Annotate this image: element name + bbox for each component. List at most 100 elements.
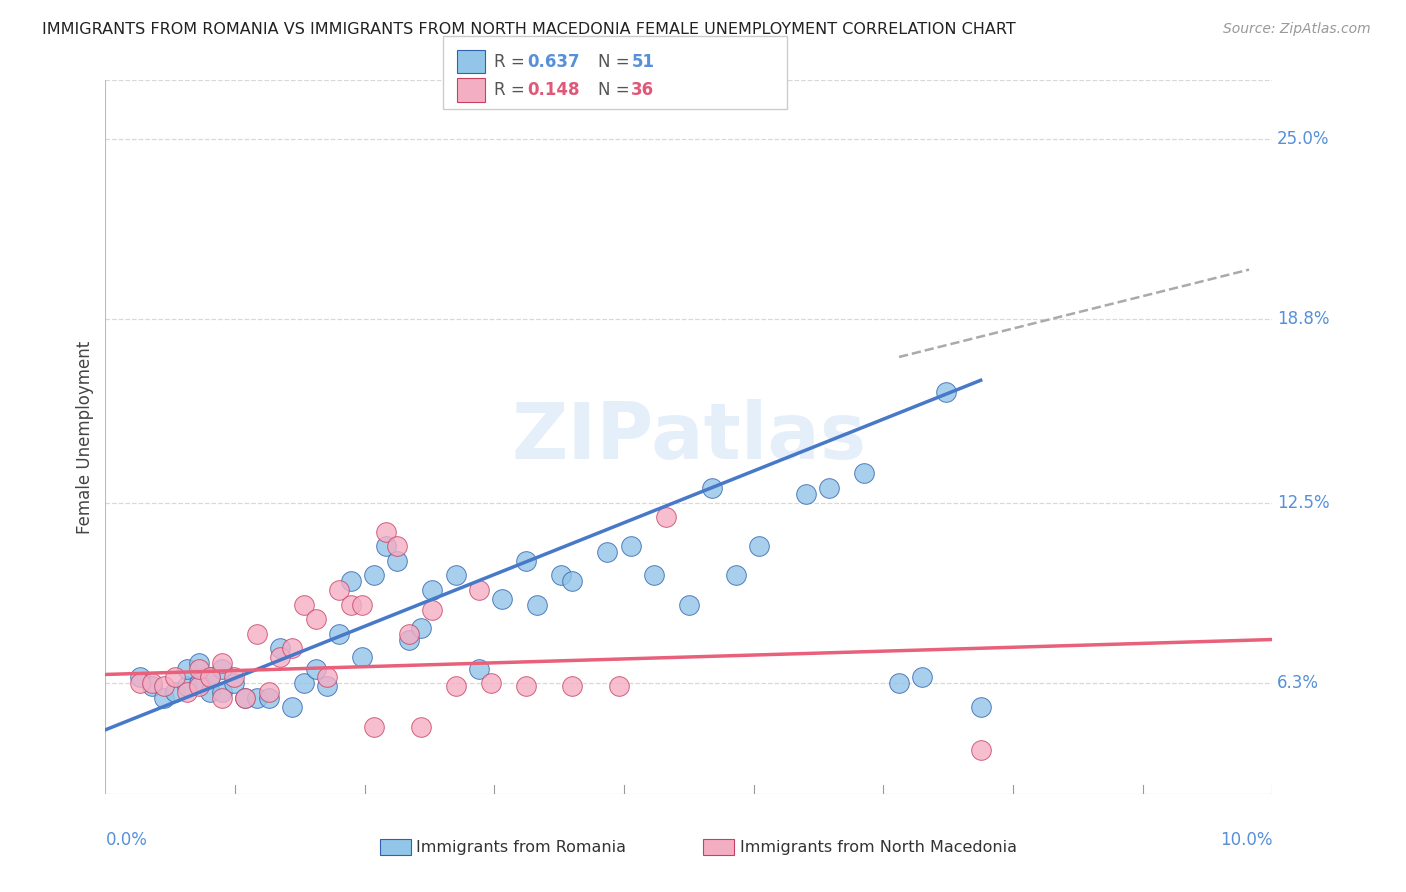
Text: 0.637: 0.637 bbox=[527, 53, 579, 70]
Point bbox=[702, 481, 724, 495]
Text: ZIPatlas: ZIPatlas bbox=[512, 399, 866, 475]
Point bbox=[596, 545, 619, 559]
Text: 0.0%: 0.0% bbox=[105, 831, 148, 849]
Point bbox=[292, 598, 315, 612]
Point bbox=[222, 676, 245, 690]
Point bbox=[176, 685, 198, 699]
Point bbox=[235, 690, 257, 705]
Text: R =: R = bbox=[494, 81, 530, 99]
Point bbox=[887, 676, 910, 690]
Point bbox=[292, 676, 315, 690]
Text: 36: 36 bbox=[631, 81, 654, 99]
Point bbox=[468, 582, 491, 597]
Point bbox=[129, 670, 152, 684]
Text: 51: 51 bbox=[631, 53, 654, 70]
Point bbox=[187, 662, 209, 676]
Point bbox=[257, 690, 280, 705]
Point bbox=[479, 676, 502, 690]
Point bbox=[607, 679, 630, 693]
Point bbox=[654, 510, 676, 524]
Point bbox=[398, 626, 420, 640]
Point bbox=[328, 626, 350, 640]
Point bbox=[281, 699, 304, 714]
Point bbox=[246, 626, 269, 640]
Point bbox=[211, 685, 233, 699]
Point bbox=[200, 670, 222, 684]
Point bbox=[328, 582, 350, 597]
Point bbox=[444, 568, 467, 582]
Point bbox=[316, 679, 339, 693]
Text: 0.148: 0.148 bbox=[527, 81, 579, 99]
Point bbox=[211, 662, 233, 676]
Point bbox=[304, 662, 326, 676]
Text: Source: ZipAtlas.com: Source: ZipAtlas.com bbox=[1223, 22, 1371, 37]
Text: 18.8%: 18.8% bbox=[1277, 310, 1329, 328]
Point bbox=[211, 656, 233, 670]
Point bbox=[911, 670, 934, 684]
Point bbox=[269, 650, 292, 665]
Point bbox=[852, 467, 875, 481]
Point bbox=[141, 679, 163, 693]
Point bbox=[678, 598, 700, 612]
Text: R =: R = bbox=[494, 53, 530, 70]
Point bbox=[550, 568, 572, 582]
Point bbox=[165, 685, 187, 699]
Point bbox=[818, 481, 841, 495]
Point bbox=[176, 679, 198, 693]
Point bbox=[374, 539, 396, 553]
Point bbox=[352, 650, 374, 665]
Text: N =: N = bbox=[598, 53, 634, 70]
Point bbox=[363, 568, 385, 582]
Point bbox=[235, 690, 257, 705]
Text: 25.0%: 25.0% bbox=[1277, 129, 1329, 147]
Point bbox=[269, 641, 292, 656]
Point bbox=[246, 690, 269, 705]
Text: 12.5%: 12.5% bbox=[1277, 493, 1329, 512]
Point bbox=[515, 554, 537, 568]
Point bbox=[257, 685, 280, 699]
Point bbox=[515, 679, 537, 693]
Point bbox=[352, 598, 374, 612]
Point bbox=[152, 679, 174, 693]
Point bbox=[561, 679, 583, 693]
Point bbox=[200, 670, 222, 684]
Point bbox=[222, 670, 245, 684]
Point bbox=[339, 598, 361, 612]
Point bbox=[398, 632, 420, 647]
Point bbox=[619, 539, 641, 553]
Point bbox=[409, 720, 432, 734]
Point bbox=[187, 656, 209, 670]
Point bbox=[187, 676, 209, 690]
Point bbox=[363, 720, 385, 734]
Point bbox=[200, 685, 222, 699]
Point bbox=[420, 603, 443, 617]
Point bbox=[748, 539, 770, 553]
Point bbox=[935, 384, 957, 399]
Point bbox=[794, 487, 817, 501]
Point bbox=[176, 662, 198, 676]
Point bbox=[969, 743, 991, 757]
Point bbox=[444, 679, 467, 693]
Text: N =: N = bbox=[598, 81, 634, 99]
Point bbox=[385, 554, 408, 568]
Point bbox=[141, 676, 163, 690]
Text: Immigrants from North Macedonia: Immigrants from North Macedonia bbox=[740, 840, 1017, 855]
Point bbox=[526, 598, 548, 612]
Point bbox=[211, 690, 233, 705]
Point bbox=[969, 699, 991, 714]
Point bbox=[281, 641, 304, 656]
Point bbox=[165, 670, 187, 684]
Point bbox=[304, 612, 326, 626]
Point bbox=[316, 670, 339, 684]
Point bbox=[491, 591, 513, 606]
Point bbox=[420, 582, 443, 597]
Text: Immigrants from Romania: Immigrants from Romania bbox=[416, 840, 626, 855]
Text: 10.0%: 10.0% bbox=[1220, 831, 1272, 849]
Point bbox=[187, 679, 209, 693]
Y-axis label: Female Unemployment: Female Unemployment bbox=[76, 341, 94, 533]
Point bbox=[724, 568, 747, 582]
Point bbox=[643, 568, 665, 582]
Point bbox=[374, 524, 396, 539]
Point bbox=[561, 574, 583, 589]
Text: IMMIGRANTS FROM ROMANIA VS IMMIGRANTS FROM NORTH MACEDONIA FEMALE UNEMPLOYMENT C: IMMIGRANTS FROM ROMANIA VS IMMIGRANTS FR… bbox=[42, 22, 1017, 37]
